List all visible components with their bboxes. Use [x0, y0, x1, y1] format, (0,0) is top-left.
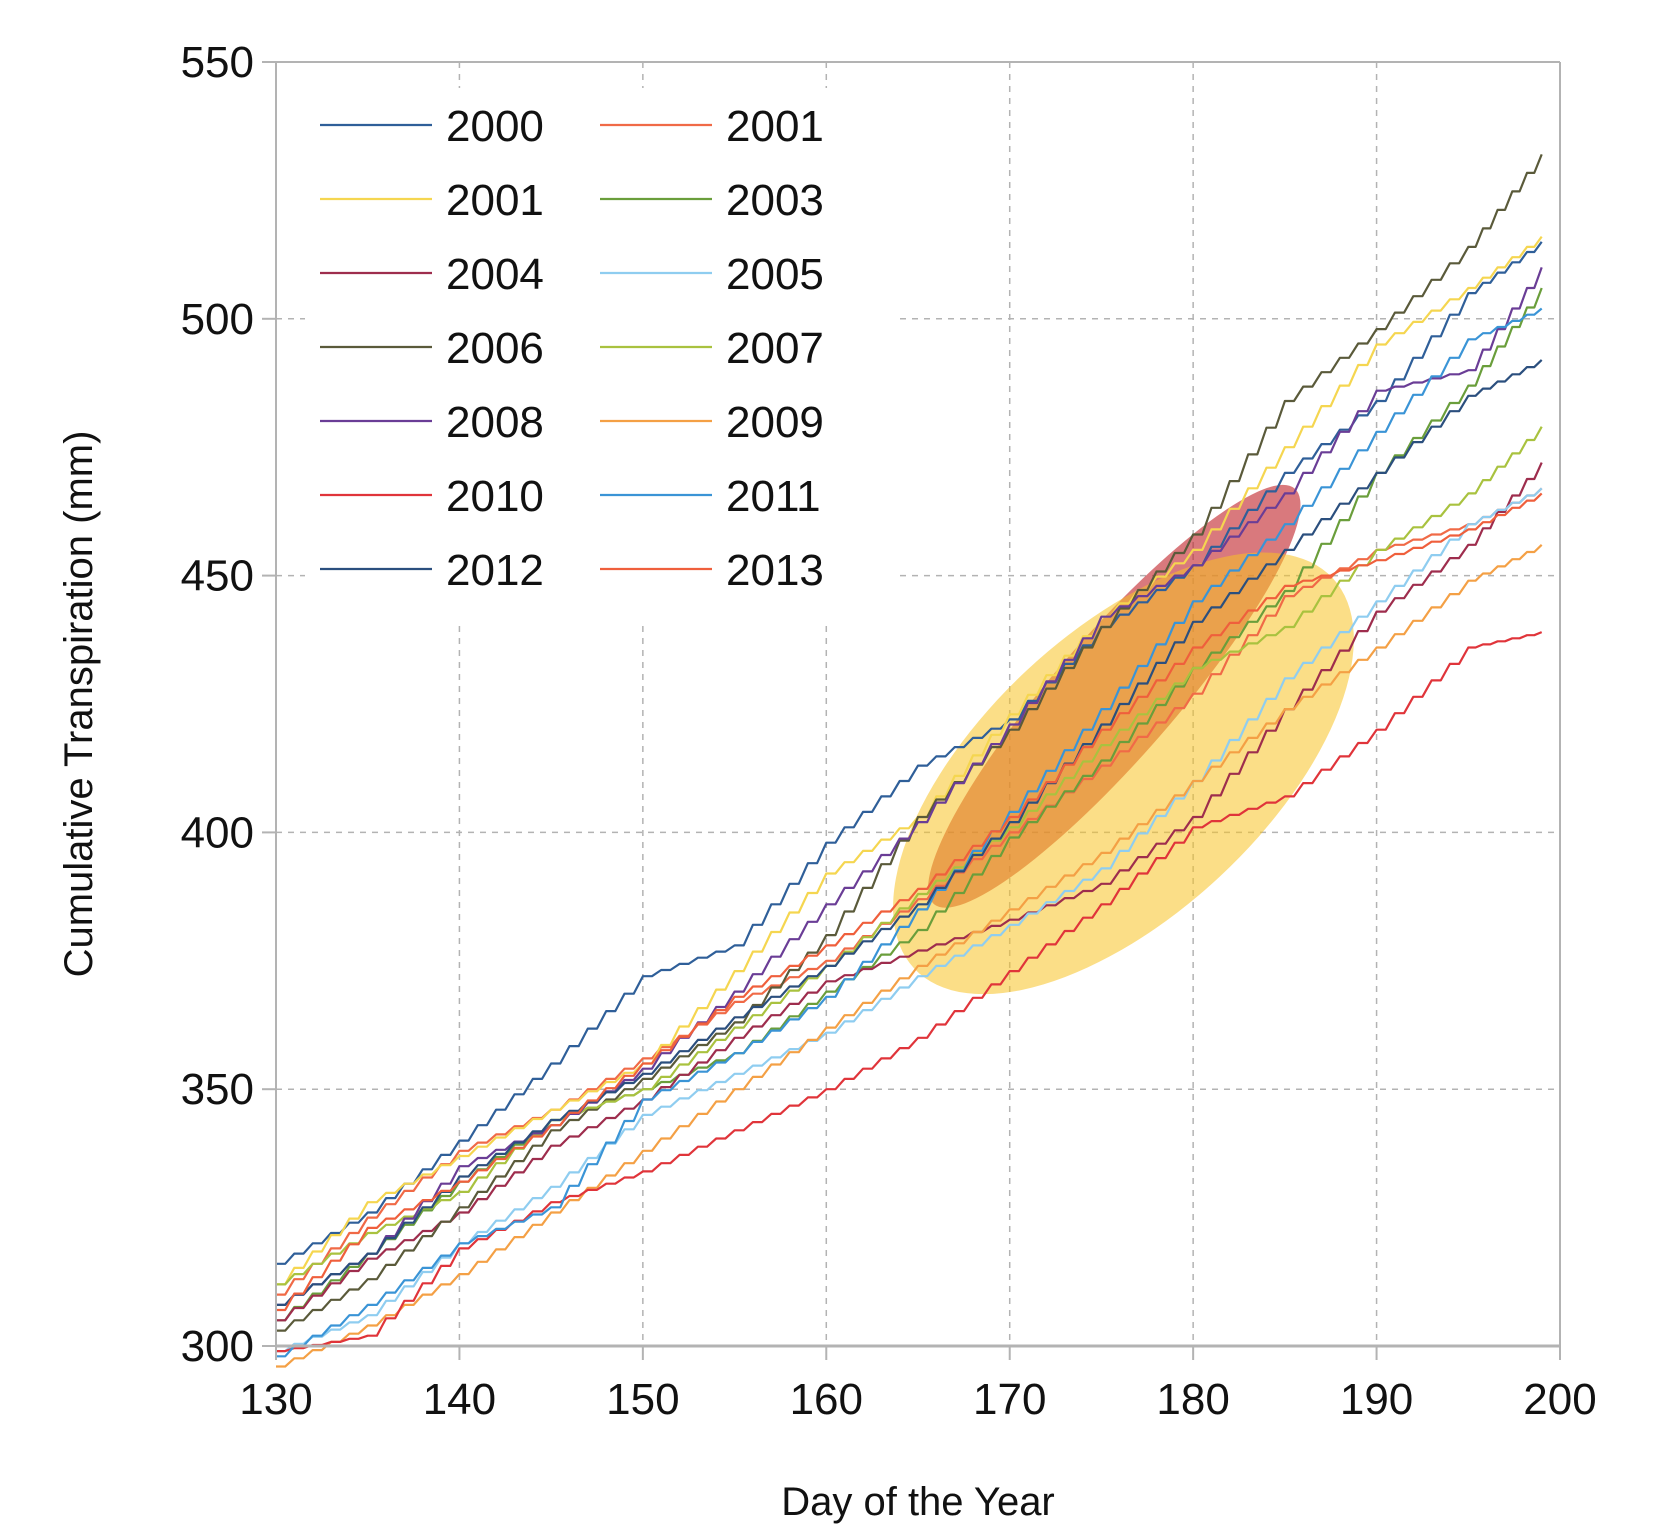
- legend-background: [305, 88, 895, 620]
- series-line-2011-11: [276, 307, 1543, 1358]
- legend-label-2001: 2001: [446, 176, 544, 225]
- x-tick-label: 160: [790, 1375, 863, 1424]
- x-axis-title: Day of the Year: [781, 1480, 1055, 1524]
- y-tick-label: 300: [181, 1322, 254, 1371]
- series-line-2001-1: [276, 487, 1543, 1296]
- series-line-2004-4: [276, 462, 1543, 1322]
- x-tick-label: 130: [239, 1375, 312, 1424]
- legend-label-2011: 2011: [726, 472, 821, 521]
- x-tick-label: 140: [423, 1375, 496, 1424]
- legend-label-2012: 2012: [446, 546, 544, 595]
- series-line-2007-7: [276, 426, 1543, 1286]
- series-line-2009-9: [276, 544, 1543, 1368]
- legend-label-2008: 2008: [446, 398, 544, 447]
- x-tick-label: 200: [1523, 1375, 1596, 1424]
- series-line-2013-13: [276, 492, 1543, 1312]
- legend-label-2001: 2001: [726, 102, 824, 151]
- x-tick-label: 190: [1340, 1375, 1413, 1424]
- series-line-2010-10: [276, 631, 1543, 1353]
- series-line-2008-8: [276, 267, 1543, 1306]
- y-tick-label: 450: [181, 552, 254, 601]
- series-line-2000-0: [276, 241, 1543, 1265]
- series-line-2012-12: [276, 359, 1543, 1306]
- y-tick-label: 550: [181, 38, 254, 87]
- legend-label-2007: 2007: [726, 324, 824, 373]
- legend-label-2000: 2000: [446, 102, 544, 151]
- y-tick-label: 500: [181, 295, 254, 344]
- legend-label-2009: 2009: [726, 398, 824, 447]
- series-line-2005-5: [276, 487, 1543, 1353]
- x-tick-label: 170: [973, 1375, 1046, 1424]
- legend-label-2004: 2004: [446, 250, 544, 299]
- legend-label-2005: 2005: [726, 250, 824, 299]
- x-tick-label: 180: [1156, 1375, 1229, 1424]
- axes: 130 140 150 160 170 180 190 200 300 350 400 450 500 5…: [181, 38, 1597, 1424]
- y-axis-title: Cumulative Transpiration (mm): [57, 431, 101, 978]
- legend-label-2003: 2003: [726, 176, 824, 225]
- legend: 2000 2001 2001 2003 2004 2005 2006 2007 2008 2009…: [305, 88, 895, 620]
- series-lines: [276, 153, 1543, 1368]
- x-tick-label: 150: [606, 1375, 679, 1424]
- series-line-2006-6: [276, 153, 1543, 1332]
- highlight-ellipses: [893, 484, 1354, 995]
- legend-label-2006: 2006: [446, 324, 544, 373]
- highlight-ellipse-2: [893, 552, 1354, 995]
- legend-label-2013: 2013: [726, 546, 824, 595]
- y-tick-label: 350: [181, 1065, 254, 1114]
- legend-label-2010: 2010: [446, 472, 544, 521]
- y-tick-label: 400: [181, 808, 254, 857]
